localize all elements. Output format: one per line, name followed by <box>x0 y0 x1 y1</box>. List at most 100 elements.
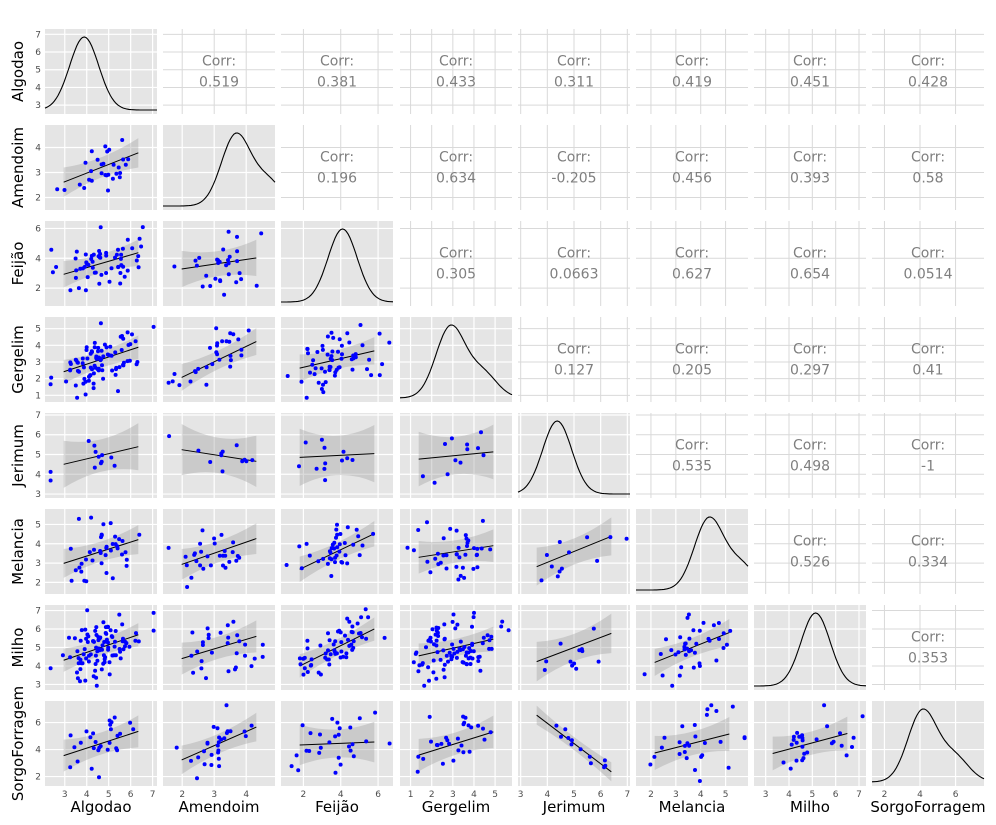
data-point <box>693 734 698 739</box>
data-point <box>123 644 127 649</box>
data-point <box>455 622 460 627</box>
data-point <box>434 676 439 681</box>
data-point <box>199 666 204 671</box>
data-point <box>569 742 574 747</box>
data-point <box>196 448 201 453</box>
data-point <box>432 642 436 647</box>
data-point <box>205 554 210 559</box>
data-point <box>219 737 224 742</box>
data-point <box>357 553 362 558</box>
data-point <box>104 250 109 255</box>
data-point <box>482 737 487 742</box>
data-point <box>481 726 485 731</box>
data-point <box>307 553 312 558</box>
data-point <box>209 650 214 655</box>
data-point <box>48 469 53 474</box>
corr-label: Corr: <box>675 246 709 262</box>
data-point <box>239 277 244 282</box>
data-point <box>351 639 356 644</box>
y-variable-label: Melancia <box>9 518 27 585</box>
data-point <box>83 627 88 632</box>
data-point <box>55 187 60 192</box>
data-point <box>136 265 141 270</box>
regression-line <box>181 635 257 660</box>
data-point <box>125 268 130 273</box>
data-point <box>91 746 96 751</box>
corr-label: Corr: <box>557 246 591 262</box>
regression-line <box>536 632 612 663</box>
corr-label: Corr: <box>911 150 945 166</box>
corr-value: -0.205 <box>551 171 596 187</box>
data-point <box>435 630 440 635</box>
data-point <box>318 745 323 750</box>
panel-Feijão-Feijão <box>281 221 394 306</box>
data-point <box>133 339 138 344</box>
data-point <box>682 743 687 748</box>
y-tick-label: 4 <box>35 83 41 93</box>
panel-Melancia-Melancia <box>636 509 749 594</box>
data-point <box>91 371 96 376</box>
data-point <box>449 657 454 662</box>
data-point <box>487 646 492 651</box>
data-point <box>430 627 435 632</box>
data-point <box>336 349 340 354</box>
data-point <box>371 531 376 536</box>
y-variable-label: Jerimum <box>9 424 27 488</box>
data-point <box>198 541 203 546</box>
data-point <box>92 345 97 350</box>
data-point <box>104 631 109 636</box>
data-point <box>321 390 326 395</box>
data-point <box>469 725 474 730</box>
data-point <box>434 743 439 747</box>
data-point <box>230 550 235 555</box>
x-tick-label: 4 <box>243 790 249 800</box>
data-point <box>332 373 337 378</box>
y-variable-label: Amendoim <box>9 127 27 208</box>
data-point <box>126 157 131 162</box>
x-variable-label: Gergelim <box>422 798 490 816</box>
data-point <box>452 651 457 656</box>
data-point <box>697 779 702 783</box>
data-point <box>103 144 108 149</box>
data-point <box>317 750 322 755</box>
data-point <box>304 395 309 400</box>
data-point <box>88 652 93 657</box>
regression-line <box>536 714 612 773</box>
panel-Milho-Gergelim <box>400 605 512 690</box>
data-point <box>100 643 105 648</box>
data-point <box>200 640 205 645</box>
y-tick-label: 6 <box>35 719 41 729</box>
x-tick-label: 6 <box>128 790 134 800</box>
panel-SorgoForragem-Algodao <box>45 701 157 786</box>
data-point <box>481 635 486 640</box>
panel-Melancia-Amendoim <box>163 509 275 594</box>
data-point <box>310 362 315 367</box>
data-point <box>328 652 333 657</box>
data-point <box>331 335 336 340</box>
corr-label: Corr: <box>675 54 709 70</box>
data-point <box>382 635 387 640</box>
data-point <box>113 629 118 633</box>
data-point <box>337 337 342 342</box>
data-point <box>714 658 719 663</box>
data-point <box>104 544 109 549</box>
panel-Amendoim-Feijão: Corr: 0.196 <box>281 125 393 210</box>
data-point <box>461 714 466 719</box>
data-point <box>81 652 86 657</box>
data-point <box>99 272 104 277</box>
data-point <box>791 737 796 742</box>
panel-SorgoForragem-Gergelim <box>400 701 512 786</box>
y-tick-label: 2 <box>35 773 41 783</box>
data-point <box>353 355 358 360</box>
data-point <box>225 729 230 734</box>
data-point <box>839 743 844 748</box>
data-point <box>84 557 88 562</box>
data-point <box>64 379 69 384</box>
data-point <box>118 281 123 286</box>
data-point <box>478 668 483 673</box>
x-tick-label: 4 <box>338 790 344 800</box>
data-point <box>98 251 103 256</box>
corr-label: Corr: <box>911 246 945 262</box>
data-point <box>323 369 327 374</box>
data-point <box>685 615 690 620</box>
